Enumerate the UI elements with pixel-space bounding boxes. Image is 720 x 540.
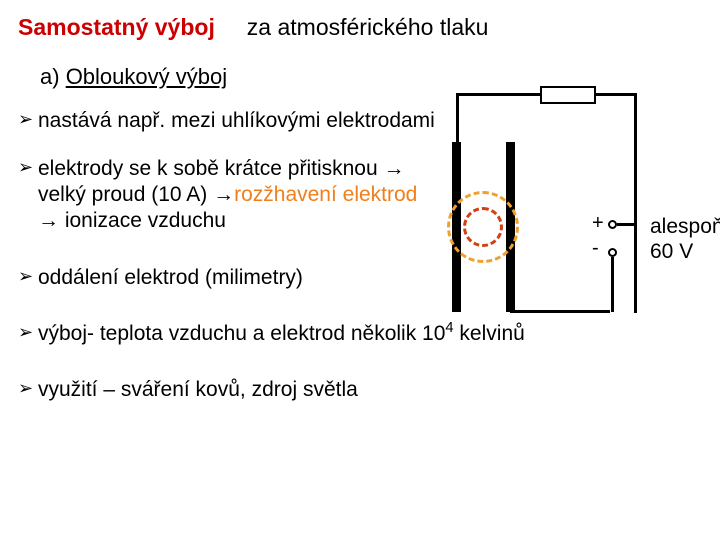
- bullet-2: elektrody se k sobě krátce přitisknou → …: [18, 156, 438, 235]
- annot-line-1: alespoň: [650, 214, 720, 239]
- wire-left-down: [456, 93, 459, 143]
- terminal-plus: [608, 220, 617, 229]
- wire-bottom: [510, 310, 610, 313]
- minus-label: -: [592, 238, 599, 258]
- wire-right-down: [634, 93, 637, 313]
- wire-top-right: [596, 93, 636, 96]
- title-gap: [221, 14, 240, 40]
- circuit-diagram: + - alespoň 60 V: [436, 80, 696, 320]
- annot-line-2: 60 V: [650, 239, 720, 264]
- plus-label: +: [592, 213, 604, 233]
- wire-top-left: [456, 93, 540, 96]
- bullet-4-a: výboj- teplota vzduchu a elektrod několi…: [38, 322, 445, 345]
- bullet-2-b: → ionizace vzduchu: [38, 209, 226, 232]
- bullet-1-text: nastává např. mezi uhlíkovými elektrodam…: [38, 109, 435, 132]
- subtitle-label: a): [40, 64, 66, 89]
- bullet-5-text: využití – sváření kovů, zdroj světla: [38, 378, 358, 401]
- terminal-minus: [608, 248, 617, 257]
- bullet-5: využití – sváření kovů, zdroj světla: [18, 377, 698, 403]
- wire-to-plus: [617, 223, 636, 226]
- bullet-4-b: kelvinů: [454, 322, 525, 345]
- bullet-2-hot: rozžhavení elektrod: [234, 183, 417, 206]
- title-part-2: za atmosférického tlaku: [247, 14, 489, 40]
- slide-title: Samostatný výboj za atmosférického tlaku: [18, 14, 720, 42]
- title-part-1: Samostatný výboj: [18, 14, 215, 40]
- bullet-3-text: oddálení elektrod (milimetry): [38, 266, 303, 289]
- wire-minus-down: [611, 257, 614, 312]
- bullet-1: nastává např. mezi uhlíkovými elektrodam…: [18, 108, 438, 134]
- subtitle-text: Obloukový výboj: [66, 64, 227, 89]
- bullet-4-exp: 4: [445, 320, 453, 336]
- slide: Samostatný výboj za atmosférického tlaku…: [0, 0, 720, 540]
- arc-inner: [463, 207, 503, 247]
- bullet-4: výboj- teplota vzduchu a elektrod několi…: [18, 321, 698, 347]
- resistor: [540, 86, 596, 104]
- voltage-annotation: alespoň 60 V: [650, 214, 720, 264]
